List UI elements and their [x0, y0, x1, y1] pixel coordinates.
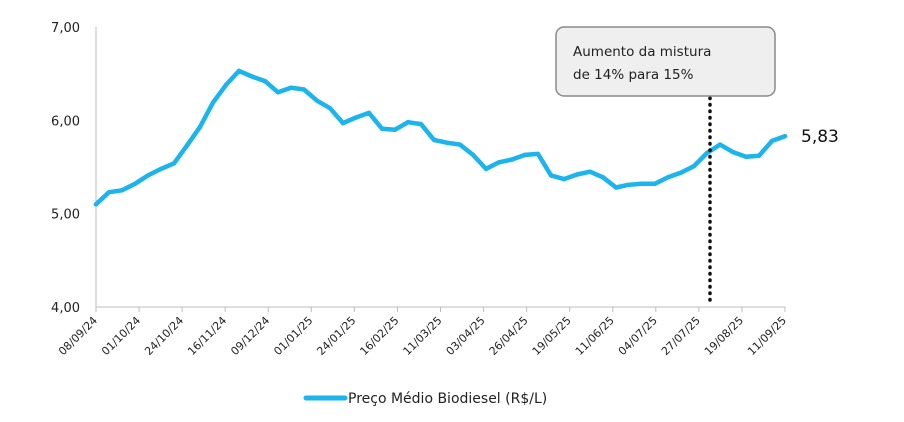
x-tick-label: 11/06/25	[573, 314, 617, 358]
x-tick-label: 03/04/25	[444, 314, 488, 358]
data-point	[743, 154, 749, 159]
data-point	[106, 190, 112, 195]
x-tick-label: 16/11/24	[185, 314, 229, 358]
x-tick-label: 27/07/25	[659, 314, 703, 358]
x-tick-label: 19/08/25	[702, 314, 746, 358]
data-point	[288, 85, 294, 90]
data-point	[132, 181, 138, 186]
series-line-biodiesel-price	[93, 68, 788, 207]
data-point	[535, 151, 541, 157]
data-point	[275, 90, 281, 95]
data-point	[626, 182, 632, 187]
y-axis: 4,00 5,00 6,00 7,00	[51, 21, 97, 316]
x-tick-label: 24/01/25	[314, 314, 358, 358]
data-point	[418, 121, 424, 127]
y-tick-label: 7,00	[51, 21, 80, 36]
x-tick-label: 01/01/25	[271, 314, 315, 358]
y-tick-label: 5,00	[51, 208, 80, 223]
data-point	[392, 127, 398, 132]
data-point	[457, 142, 463, 147]
x-tick-label: 24/10/24	[142, 314, 186, 358]
legend: Preço Médio Biodiesel (R$/L)	[303, 391, 547, 407]
data-point	[158, 166, 164, 172]
x-tick-label: 11/09/25	[745, 314, 789, 358]
data-point	[717, 142, 723, 147]
data-point	[236, 68, 242, 74]
x-tick-label: 08/09/24	[56, 314, 100, 358]
x-tick-label: 01/10/24	[99, 314, 143, 358]
data-point	[587, 169, 593, 174]
y-tick-label: 4,00	[51, 301, 80, 316]
y-tick-label: 6,00	[51, 114, 80, 129]
annotation-line-1: Aumento da mistura	[573, 44, 711, 60]
annotation-line-2: de 14% para 15%	[573, 67, 694, 83]
data-point	[561, 176, 567, 182]
data-point	[483, 166, 489, 172]
data-point	[678, 170, 684, 175]
data-point	[574, 172, 580, 177]
data-point	[548, 173, 554, 178]
annotation-box: Aumento da mistura de 14% para 15%	[555, 26, 776, 97]
data-point	[600, 175, 606, 180]
data-point	[496, 160, 502, 165]
data-point	[353, 115, 359, 120]
annotation-box-bg	[555, 26, 776, 97]
data-point	[379, 126, 385, 131]
legend-label: Preço Médio Biodiesel (R$/L)	[348, 391, 547, 407]
data-point	[119, 188, 125, 193]
data-point	[509, 157, 515, 162]
data-point	[366, 110, 372, 116]
data-point	[301, 87, 307, 92]
data-point	[444, 140, 450, 145]
data-point	[327, 106, 333, 111]
data-point	[184, 143, 190, 148]
x-tick-label: 16/02/25	[357, 314, 401, 358]
x-tick-label: 11/03/25	[400, 314, 444, 358]
data-point	[730, 149, 736, 155]
x-tick-label: 26/04/25	[487, 314, 531, 358]
data-point	[93, 202, 99, 207]
data-point	[249, 74, 255, 79]
x-tick-label: 19/05/25	[530, 314, 574, 358]
x-axis: 08/09/2401/10/2424/10/2416/11/2409/12/24…	[56, 306, 789, 358]
end-value-label: 5,83	[801, 127, 839, 147]
data-point	[782, 134, 788, 139]
x-tick-label: 04/07/25	[616, 314, 660, 358]
data-point	[665, 175, 671, 180]
data-point	[262, 78, 268, 84]
data-point	[522, 152, 528, 158]
data-points	[93, 68, 788, 207]
data-point	[197, 124, 203, 130]
data-point	[639, 181, 645, 186]
data-point	[470, 152, 476, 158]
data-point	[145, 173, 151, 178]
data-point	[613, 185, 619, 190]
data-point	[431, 137, 437, 143]
data-point	[756, 153, 762, 158]
data-point	[314, 98, 320, 103]
data-point	[704, 150, 710, 156]
data-point	[223, 82, 229, 88]
x-tick-label: 09/12/24	[228, 314, 272, 358]
data-point	[769, 138, 775, 144]
data-point	[405, 120, 411, 125]
data-point	[171, 161, 177, 166]
data-point	[691, 163, 697, 169]
data-point	[210, 100, 216, 105]
data-point	[652, 181, 658, 186]
data-point	[340, 120, 346, 126]
